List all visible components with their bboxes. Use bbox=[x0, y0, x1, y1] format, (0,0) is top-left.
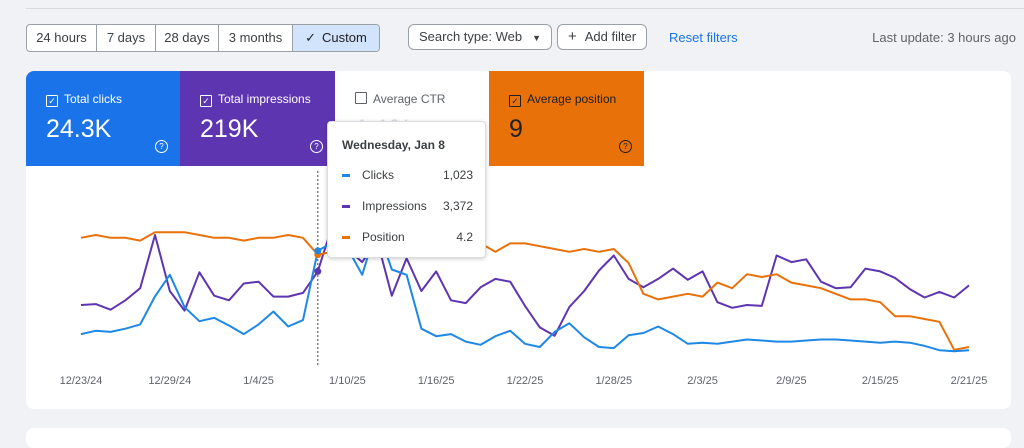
range-24-hours-button[interactable]: 24 hours bbox=[27, 25, 97, 51]
x-tick-label: 1/22/25 bbox=[507, 375, 544, 387]
performance-line-chart: 12/23/24 12/29/24 1/4/25 1/10/25 1/16/25 1/22… bbox=[60, 171, 988, 387]
tooltip-date: Wednesday, Jan 8 bbox=[342, 138, 445, 152]
range-7-days-button[interactable]: 7 days bbox=[97, 25, 156, 51]
x-tick-label: 1/16/25 bbox=[418, 375, 455, 387]
tooltip-series-value: 3,372 bbox=[442, 199, 473, 213]
range-custom-label: Custom bbox=[322, 30, 367, 45]
performance-chart-card: 12/23/24 12/29/24 1/4/25 1/10/25 1/16/25 1/22… bbox=[26, 71, 1011, 409]
tooltip-row-clicks: Clicks 1,023 bbox=[342, 168, 473, 184]
series-line-clicks bbox=[80, 225, 970, 353]
chart-tooltip: Wednesday, Jan 8 Clicks 1,023 Impression… bbox=[327, 121, 486, 258]
series-line-position bbox=[80, 231, 970, 351]
metric-total-clicks[interactable]: ✓ Total clicks 24.3K ? bbox=[26, 71, 180, 166]
series-line-impressions bbox=[80, 223, 970, 337]
add-filter-button[interactable]: + Add filter bbox=[557, 24, 648, 50]
help-icon[interactable]: ? bbox=[155, 140, 168, 153]
last-update-text: Last update: 3 hours ago bbox=[872, 30, 1016, 45]
x-tick-label: 12/23/24 bbox=[60, 375, 103, 387]
top-divider bbox=[26, 8, 1024, 9]
caret-down-icon: ▼ bbox=[532, 33, 542, 43]
plus-icon: + bbox=[568, 28, 577, 45]
checkbox-checked-icon: ✓ bbox=[46, 95, 58, 107]
metric-total-impressions[interactable]: ✓ Total impressions 219K ? bbox=[180, 71, 335, 166]
help-icon[interactable]: ? bbox=[310, 140, 323, 153]
hover-point-clicks bbox=[314, 247, 322, 255]
x-tick-label: 1/28/25 bbox=[595, 375, 632, 387]
range-28-days-button[interactable]: 28 days bbox=[156, 25, 219, 51]
hover-point-impressions bbox=[314, 267, 322, 275]
search-type-dropdown[interactable]: Search type: Web ▼ bbox=[408, 24, 553, 50]
metric-label: Total clicks bbox=[64, 92, 123, 106]
reset-filters-link[interactable]: Reset filters bbox=[669, 30, 738, 45]
search-type-label: Search type: Web bbox=[419, 29, 523, 44]
metric-label: Average position bbox=[527, 92, 617, 106]
metric-value: 24.3K bbox=[46, 115, 112, 143]
add-filter-label: Add filter bbox=[584, 29, 637, 44]
series-swatch bbox=[342, 205, 350, 208]
range-custom-button[interactable]: ✓ Custom bbox=[293, 25, 379, 51]
x-tick-label: 1/10/25 bbox=[329, 375, 366, 387]
x-tick-label: 2/9/25 bbox=[776, 375, 807, 387]
series-swatch bbox=[342, 236, 350, 239]
tooltip-row-position: Position 4.2 bbox=[342, 230, 473, 246]
tooltip-row-impressions: Impressions 3,372 bbox=[342, 199, 473, 215]
tooltip-series-name: Impressions bbox=[362, 199, 427, 213]
x-tick-label: 1/4/25 bbox=[243, 375, 274, 387]
checkbox-checked-icon: ✓ bbox=[509, 95, 521, 107]
metric-value: 9 bbox=[509, 115, 523, 143]
tooltip-series-name: Clicks bbox=[362, 168, 394, 182]
metric-label: Total impressions bbox=[218, 92, 311, 106]
series-swatch bbox=[342, 174, 350, 177]
metric-label: Average CTR bbox=[373, 92, 446, 106]
tooltip-series-value: 1,023 bbox=[442, 168, 473, 182]
checkbox-unchecked-icon bbox=[355, 92, 367, 104]
range-3-months-button[interactable]: 3 months bbox=[219, 25, 293, 51]
tooltip-series-name: Position bbox=[362, 230, 405, 244]
x-tick-label: 2/15/25 bbox=[862, 375, 899, 387]
date-range-selector: 24 hours 7 days 28 days 3 months ✓ Custom bbox=[26, 24, 380, 52]
check-icon: ✓ bbox=[305, 30, 317, 45]
metric-value: 219K bbox=[200, 115, 259, 143]
checkbox-checked-icon: ✓ bbox=[200, 95, 212, 107]
x-tick-label: 2/3/25 bbox=[687, 375, 718, 387]
help-icon[interactable]: ? bbox=[619, 140, 632, 153]
tooltip-series-value: 4.2 bbox=[456, 230, 473, 244]
metric-average-position[interactable]: ✓ Average position 9 ? bbox=[489, 71, 644, 166]
x-tick-label: 2/21/25 bbox=[951, 375, 988, 387]
next-card bbox=[26, 428, 1011, 448]
x-tick-label: 12/29/24 bbox=[148, 375, 191, 387]
